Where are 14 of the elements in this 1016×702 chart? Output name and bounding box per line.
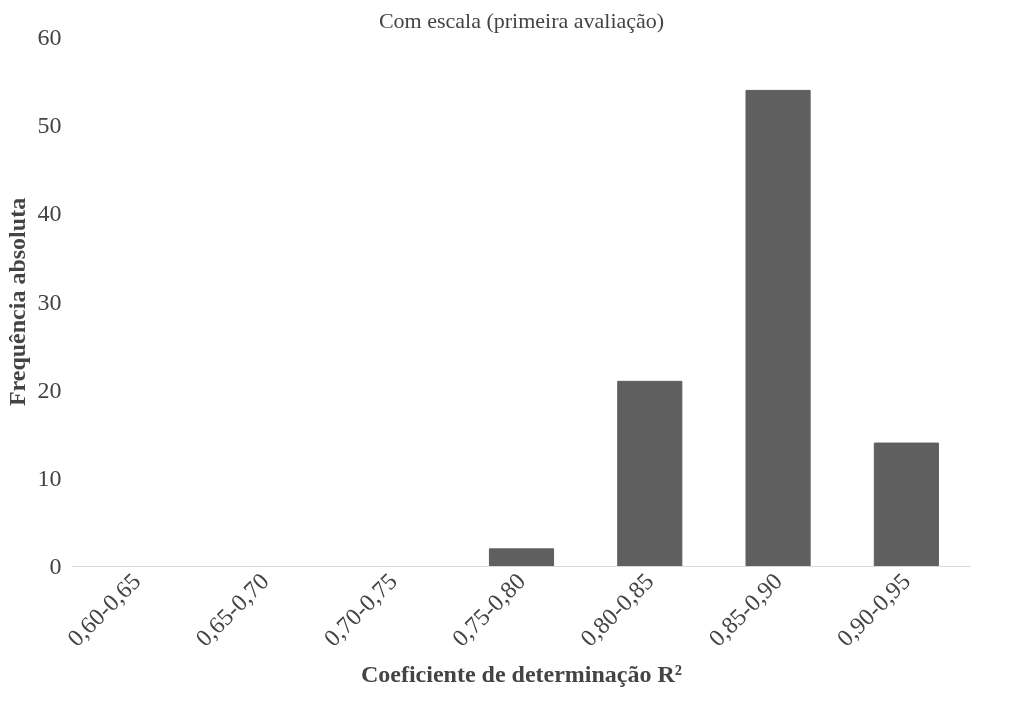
y-tick-label: 0	[49, 553, 62, 579]
y-tick-label: 10	[37, 464, 62, 491]
bar	[873, 442, 939, 567]
bar	[617, 380, 683, 567]
y-tick-label: 60	[37, 24, 62, 50]
y-tick-label: 20	[37, 376, 62, 403]
bar	[488, 548, 555, 567]
chart-title: Com escala (primeira avaliação)	[378, 7, 665, 33]
y-tick-label: 50	[37, 112, 62, 139]
y-tick-label: 40	[37, 200, 62, 227]
y-tick-label: 30	[37, 288, 62, 315]
x-axis-title: Coeficiente de determinação R²	[360, 661, 683, 688]
bar	[745, 89, 811, 567]
y-axis-title: Frequência absoluta	[3, 197, 30, 407]
